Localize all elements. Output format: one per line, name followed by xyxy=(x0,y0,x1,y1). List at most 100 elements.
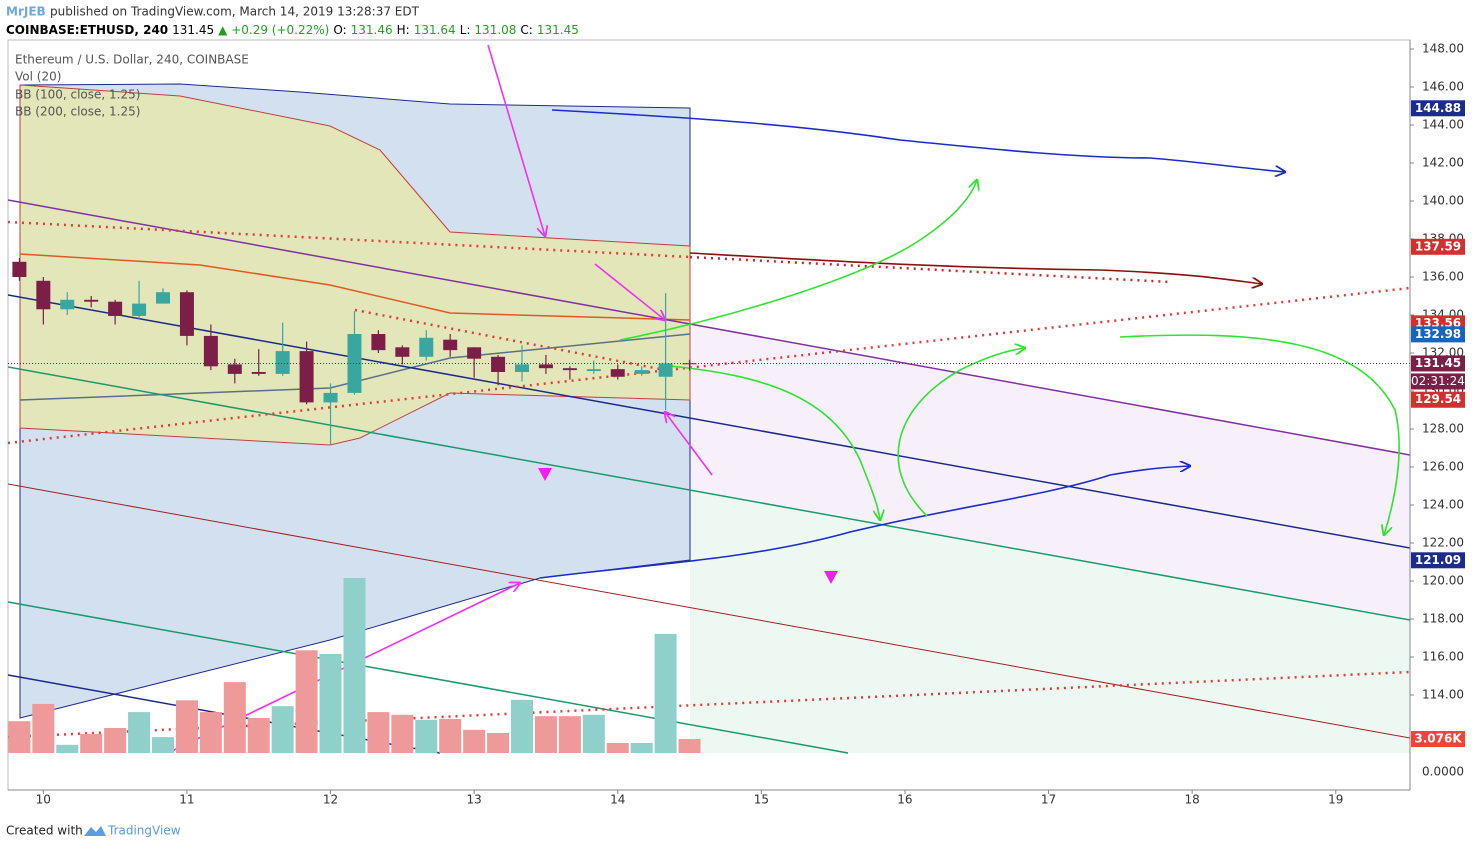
volume-bar xyxy=(271,706,294,753)
candle-body xyxy=(12,261,27,277)
x-tick-label: 18 xyxy=(1185,793,1200,807)
volume-bar xyxy=(223,682,246,753)
marker xyxy=(538,468,552,481)
y-tick-label: 136.00 xyxy=(1422,270,1464,284)
candle-body xyxy=(108,301,123,316)
candle-body xyxy=(395,347,410,357)
price-label: 144.88 xyxy=(1415,101,1461,115)
volume-bar xyxy=(247,718,270,753)
candle-body xyxy=(658,363,673,377)
volume-bar xyxy=(415,719,438,753)
volume-label: 3.076K xyxy=(1414,732,1462,746)
candle-body xyxy=(155,292,170,304)
legend-item: Vol (20) xyxy=(15,70,61,84)
volume-bar xyxy=(439,718,462,753)
dotted-line xyxy=(8,220,691,259)
candle-body xyxy=(514,364,529,372)
candle-body xyxy=(562,368,577,371)
countdown-bg xyxy=(1411,373,1465,390)
volume-bar xyxy=(678,739,701,753)
quote-part: COINBASE:ETHUSD, 240 xyxy=(6,23,168,37)
hand-arrow xyxy=(539,466,1190,579)
volume-bar xyxy=(606,743,629,753)
candle-body xyxy=(467,347,482,359)
quote-part: H: xyxy=(397,23,410,37)
y-tick-label: 124.00 xyxy=(1422,498,1464,512)
price-label: 133.56 xyxy=(1415,316,1461,330)
quote-part: L: xyxy=(460,23,471,37)
legend-item: Ethereum / U.S. Dollar, 240, COINBASE xyxy=(15,53,249,67)
hand-arrow xyxy=(619,180,977,341)
y-tick-label: 128.00 xyxy=(1422,422,1464,436)
published: published on TradingView.com, March 14, … xyxy=(50,5,420,19)
trend-line xyxy=(8,601,849,754)
footer-created: Created with xyxy=(6,824,83,838)
price-label: 121.09 xyxy=(1415,553,1461,567)
x-tick-label: 17 xyxy=(1041,793,1056,807)
quote-part: O: xyxy=(333,23,346,37)
quote-part: 131.08 xyxy=(474,23,516,37)
volume-bar xyxy=(654,633,677,753)
price-label: 131.45 xyxy=(1415,356,1461,370)
quote: COINBASE:ETHUSD, 240 131.45 ▲ +0.29 (+0.22… xyxy=(6,23,579,37)
volume-bar xyxy=(175,700,198,753)
candle-body xyxy=(371,334,386,351)
hand-arrow xyxy=(594,263,665,320)
candle-body xyxy=(443,339,458,351)
trend-line xyxy=(8,483,1410,739)
dotted-line xyxy=(8,670,1410,739)
quote-part: 131.46 xyxy=(351,23,393,37)
price-label-bg xyxy=(1411,391,1465,408)
legend-item: BB (200, close, 1.25) xyxy=(15,105,140,119)
volume-bar xyxy=(32,703,55,753)
hand-arrow xyxy=(897,348,1025,517)
candle-body xyxy=(227,364,242,374)
price-label: 137.59 xyxy=(1415,239,1461,253)
candle-body xyxy=(491,356,506,372)
volume-bar xyxy=(510,699,533,753)
y-tick-label: 116.00 xyxy=(1422,650,1464,664)
quote-part: 131.45 xyxy=(172,23,214,37)
candle-body xyxy=(36,280,51,310)
trend-line xyxy=(8,199,1410,456)
y-tick-label: 148.00 xyxy=(1422,42,1464,56)
legend-item: BB (100, close, 1.25) xyxy=(15,88,140,102)
y-tick-label: 120.00 xyxy=(1422,574,1464,588)
volume-bar xyxy=(295,650,318,753)
volume-axis-label: 0.0000 xyxy=(1422,765,1464,779)
volume-bar xyxy=(319,653,342,753)
dotted-line xyxy=(689,255,1171,284)
price-label-bg xyxy=(1411,355,1465,372)
x-tick-label: 15 xyxy=(754,793,769,807)
volume-bar xyxy=(630,743,653,753)
series xyxy=(8,258,1410,753)
hand-arrow xyxy=(1119,334,1400,535)
logo xyxy=(84,826,106,836)
volume-bar xyxy=(367,712,390,753)
x-tick-label: 10 xyxy=(36,793,51,807)
footer-brand: TradingView xyxy=(107,824,181,838)
candle-body xyxy=(419,337,434,357)
hand-arrow xyxy=(689,252,1262,284)
volume-bar xyxy=(463,729,486,753)
price-label: 129.54 xyxy=(1415,392,1461,406)
candle-body xyxy=(634,370,649,374)
volume-bar xyxy=(558,716,581,753)
volume-bar xyxy=(343,578,366,753)
volume-bar xyxy=(80,733,103,753)
channel-fill xyxy=(690,490,1410,753)
candle-body xyxy=(323,392,338,403)
quote-part: ▲ +0.29 (+0.22%) xyxy=(218,23,329,37)
marker xyxy=(824,571,838,584)
x-tick-label: 13 xyxy=(466,793,481,807)
price-label-bg xyxy=(1411,100,1465,117)
candle-body xyxy=(132,303,147,316)
volume-bar xyxy=(128,712,151,753)
price-label-bg xyxy=(1411,238,1465,255)
trend-line xyxy=(8,366,1410,621)
bb-basis xyxy=(19,333,691,401)
hand-arrow xyxy=(487,44,545,236)
candle-body xyxy=(203,335,218,367)
y-tick-label: 146.00 xyxy=(1422,80,1464,94)
